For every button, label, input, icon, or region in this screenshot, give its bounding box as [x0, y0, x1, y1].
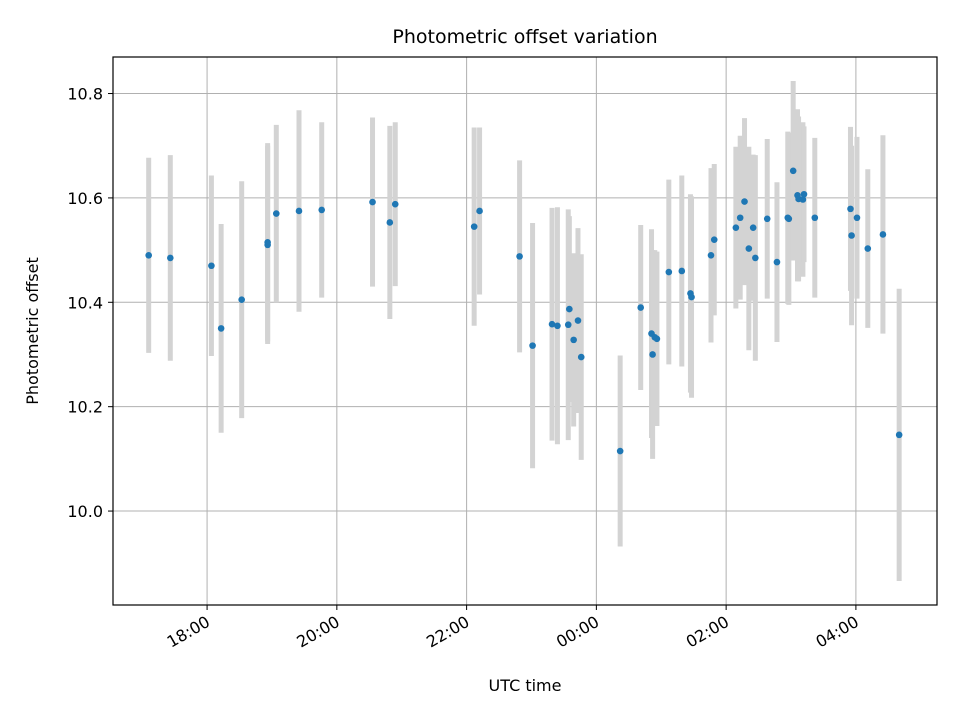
- chart-title: Photometric offset variation: [392, 26, 657, 48]
- data-point: [570, 336, 577, 344]
- y-tick-label: 10.4: [67, 293, 103, 312]
- y-tick-label: 10.8: [67, 85, 103, 104]
- data-point: [853, 214, 861, 222]
- data-point: [789, 167, 797, 175]
- data-point: [386, 219, 394, 226]
- data-point: [470, 223, 478, 230]
- data-point: [295, 207, 303, 215]
- plot-frame: [112, 56, 938, 606]
- data-point: [736, 214, 744, 222]
- data-point: [577, 353, 585, 361]
- data-point: [566, 305, 573, 313]
- data-point: [554, 322, 561, 330]
- data-point: [811, 214, 819, 222]
- data-points: [145, 167, 903, 455]
- data-point: [238, 296, 245, 303]
- data-point: [732, 224, 740, 231]
- data-point: [745, 245, 753, 252]
- data-point: [678, 267, 686, 275]
- data-point: [688, 293, 695, 301]
- data-point: [847, 205, 854, 213]
- y-tick-label: 10.2: [67, 398, 103, 417]
- data-point: [800, 190, 808, 198]
- data-point: [208, 262, 215, 270]
- data-point: [616, 447, 624, 455]
- data-point: [564, 321, 572, 329]
- data-point: [548, 320, 556, 328]
- y-axis-ticks: 10.0 10.2 10.4 10.6 10.8: [67, 85, 113, 521]
- data-point: [391, 200, 399, 208]
- data-point: [749, 224, 757, 231]
- data-point: [707, 252, 715, 259]
- data-point: [145, 252, 152, 259]
- data-point: [318, 206, 326, 214]
- x-axis-title: UTC time: [489, 676, 562, 695]
- data-point: [848, 232, 855, 239]
- data-point: [773, 258, 781, 266]
- data-point: [637, 304, 645, 311]
- data-point: [167, 254, 174, 262]
- data-point: [574, 317, 582, 324]
- y-axis-title: Photometric offset: [23, 257, 42, 405]
- data-point: [895, 431, 903, 439]
- data-point: [653, 335, 661, 343]
- data-point: [272, 210, 280, 217]
- data-point: [785, 215, 793, 223]
- data-point: [752, 254, 759, 262]
- data-point: [264, 238, 271, 246]
- y-tick-label: 10.6: [67, 189, 103, 208]
- data-point: [217, 325, 225, 332]
- data-point: [879, 231, 887, 238]
- data-point: [369, 198, 376, 206]
- data-point: [763, 215, 771, 223]
- data-point: [476, 207, 483, 215]
- data-point: [710, 236, 718, 243]
- data-point: [516, 253, 523, 260]
- data-point: [649, 351, 656, 358]
- y-tick-label: 10.0: [67, 502, 103, 521]
- data-point: [665, 268, 673, 276]
- data-point: [864, 245, 872, 252]
- data-point: [741, 198, 748, 205]
- data-point: [799, 196, 807, 203]
- data-point: [529, 342, 536, 349]
